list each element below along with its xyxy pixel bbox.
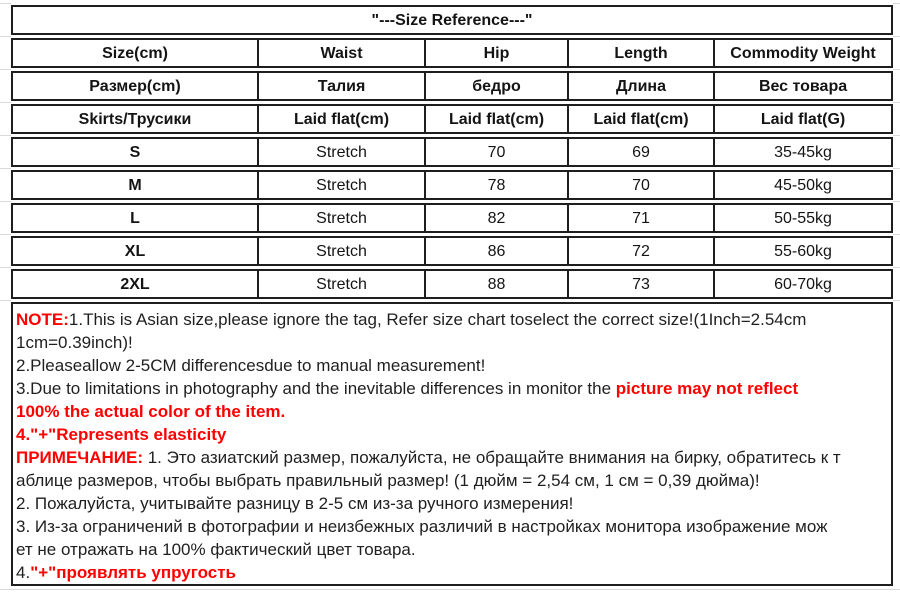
title-row: "---Size Reference---" [11,5,894,35]
col-header-waist-ru: Талия [257,71,424,101]
hip-cell: 88 [424,269,567,299]
waist-cell: Stretch [257,236,424,266]
table-row: XL Stretch 86 72 55-60kg [11,236,894,266]
size-cell: XL [11,236,257,266]
weight-cell: 35-45kg [713,137,894,167]
note-text-red: picture may not reflect [615,379,799,398]
note-line-en-1: NOTE:1.This is Asian size,please ignore … [16,308,887,331]
note-label-ru: ПРИМЕЧАНИЕ: [16,448,143,467]
size-cell: 2XL [11,269,257,299]
table-row: S Stretch 70 69 35-45kg [11,137,894,167]
length-cell: 73 [567,269,713,299]
note-text-red: "+"проявлять упругость [30,563,236,582]
waist-cell: Stretch [257,170,424,200]
col-header-weight: Commodity Weight [713,38,894,68]
note-line-ru-6: 4."+"проявлять упругость [16,561,887,584]
length-cell: 72 [567,236,713,266]
size-cell: S [11,137,257,167]
note-line-ru-3: 2. Пожалуйста, учитывайте разницу в 2-5 … [16,494,574,513]
page-title: "---Size Reference---" [11,5,894,35]
table-row: 2XL Stretch 88 73 60-70kg [11,269,894,299]
header-row-ru: Размер(cm) Талия бедро Длина Вес товара [11,71,894,101]
note-line-en-6: 4."+"Represents elasticity [16,425,227,444]
note-text: 3.Due to limitations in photography and … [16,379,616,398]
size-reference-table: "---Size Reference---" Size(cm) Waist Hi… [11,2,894,302]
note-text: 4. [16,563,31,582]
weight-cell: 55-60kg [713,236,894,266]
note-line-en-5: 100% the actual color of the item. [16,402,286,421]
note-text: 1. Это азиатский размер, пожалуйста, не … [143,448,841,467]
waist-cell: Stretch [257,269,424,299]
size-chart-panel: "---Size Reference---" Size(cm) Waist Hi… [11,0,894,586]
col-header-waist: Waist [257,38,424,68]
note-line-en-3: 2.Pleaseallow 2-5CM differencesdue to ma… [16,356,486,375]
col-header-hip-ru: бедро [424,71,567,101]
size-cell: L [11,203,257,233]
col-header-weight-ru: Вес товара [713,71,894,101]
col-header-hip: Hip [424,38,567,68]
note-line-en-4: 3.Due to limitations in photography and … [16,377,887,400]
note-line-ru-4: 3. Из-за ограничений в фотографии и неиз… [16,517,828,536]
col-header-length-ru: Длина [567,71,713,101]
measure-label-weight: Laid flat(G) [713,104,894,134]
length-cell: 70 [567,170,713,200]
table-row: M Stretch 78 70 45-50kg [11,170,894,200]
weight-cell: 45-50kg [713,170,894,200]
length-cell: 69 [567,137,713,167]
note-label-en: NOTE: [16,310,69,329]
note-line-ru-5: ет не отражать на 100% фактический цвет … [16,540,416,559]
hip-cell: 86 [424,236,567,266]
col-header-size-ru: Размер(cm) [11,71,257,101]
note-line-ru-1: ПРИМЕЧАНИЕ: 1. Это азиатский размер, пож… [16,446,887,469]
weight-cell: 60-70kg [713,269,894,299]
header-row-en: Size(cm) Waist Hip Length Commodity Weig… [11,38,894,68]
note-line-en-2: 1cm=0.39inch)! [16,333,133,352]
col-header-size: Size(cm) [11,38,257,68]
size-cell: M [11,170,257,200]
hip-cell: 78 [424,170,567,200]
waist-cell: Stretch [257,203,424,233]
table-row: L Stretch 82 71 50-55kg [11,203,894,233]
sheet-gridline [0,589,900,590]
measure-label-length: Laid flat(cm) [567,104,713,134]
hip-cell: 82 [424,203,567,233]
waist-cell: Stretch [257,137,424,167]
weight-cell: 50-55kg [713,203,894,233]
note-text: 1.This is Asian size,please ignore the t… [68,310,807,329]
note-line-ru-2: аблице размеров, чтобы выбрать правильны… [16,471,760,490]
header-row-measure: Skirts/Трусики Laid flat(cm) Laid flat(c… [11,104,894,134]
hip-cell: 70 [424,137,567,167]
measure-label-hip: Laid flat(cm) [424,104,567,134]
category-label: Skirts/Трусики [11,104,257,134]
notes-panel: NOTE:1.This is Asian size,please ignore … [11,302,893,586]
col-header-length: Length [567,38,713,68]
length-cell: 71 [567,203,713,233]
measure-label-waist: Laid flat(cm) [257,104,424,134]
